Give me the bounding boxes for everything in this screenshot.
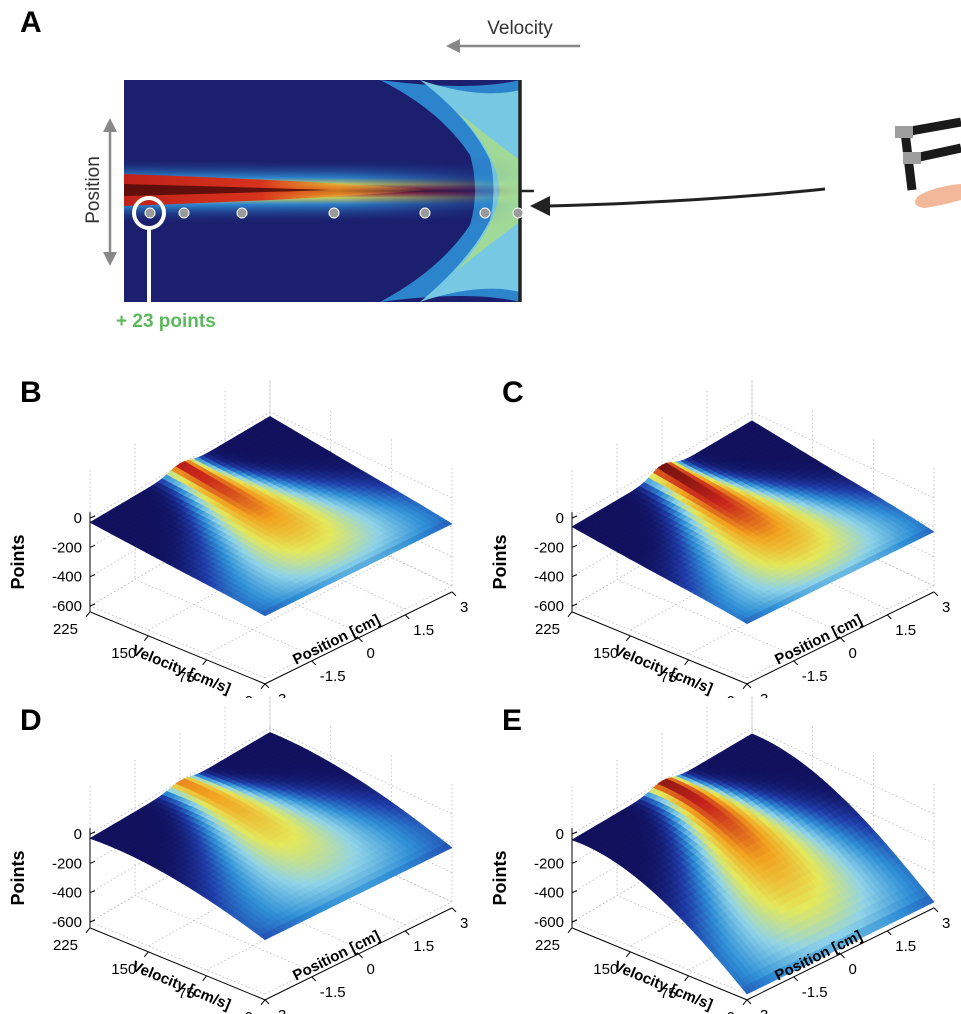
trajectory-point [328,207,340,219]
velocity-axis-label: Velocity [cm/s] [129,958,233,1014]
trajectory-point [479,207,491,219]
trajectory-point [236,207,248,219]
trajectory-point [178,207,190,219]
z-tick-label: -600 [52,598,82,615]
position-tick-label: 3 [460,599,468,616]
velocity-label: Velocity [487,18,553,39]
score-text: + 23 points [116,311,216,332]
velocity-tick-label: 225 [53,621,78,638]
position-tick-label: -3 [755,691,768,698]
position-arrow-head-up [103,118,117,132]
z-axis-label: Points [8,534,28,589]
position-tick-label: -3 [273,1007,286,1014]
surface-cell [259,933,271,941]
velocity-axis-label: Velocity [cm/s] [611,642,715,698]
position-tick-label: 3 [460,915,468,932]
velocity-tick-label: 75 [178,669,195,686]
velocity-axis-label: Velocity [cm/s] [129,642,233,698]
z-tick-label: -200 [534,539,564,556]
position-tick-label: 1.5 [413,622,434,639]
surface-plot-e: 0-200-400-600Points225150750Velocity [cm… [490,694,950,1014]
trajectory-points [144,207,524,219]
z-tick-label: 0 [74,826,82,843]
z-axis-label: Points [490,534,510,589]
position-tick-label: -1.5 [320,984,346,1001]
position-tick-label: -3 [273,691,286,698]
incoming-arrow [547,187,826,208]
trajectory-point [144,207,156,219]
reward-heatmap [124,80,520,302]
surface-plot-b: 0 -200 -400 -600 Points 225 150 75 0 Velocity [cm… [8,378,468,698]
panel-b-label: B [20,376,42,409]
velocity-tick-label: 75 [178,985,195,1002]
panel-d-label: D [20,704,42,737]
position-label: Position [83,156,104,224]
panel-c-label: C [502,376,524,409]
panel-e-label: E [502,704,523,737]
surface-mesh [89,732,453,941]
manipulandum-icon [895,117,961,208]
velocity-tick-label: 0 [727,693,735,698]
z-tick-label: -200 [52,855,82,872]
position-tick-label: -1.5 [802,668,828,685]
position-tick-label: 1.5 [413,938,434,955]
velocity-tick-label: 225 [535,621,560,638]
surface-plot-d: 0 -200 -400 -600 Points 225 150 75 0 Velocity [cm… [8,694,468,1014]
z-tick-label: -400 [52,569,82,586]
velocity-tick-label: 150 [111,645,136,662]
trajectory-point [419,207,431,219]
velocity-tick-label: 0 [245,1009,253,1014]
surface-mesh [89,416,453,617]
velocity-tick-label: 150 [111,961,136,978]
position-tick-label: 0 [849,645,857,662]
position-tick-label: 1.5 [895,622,916,639]
z-tick-label: -200 [52,539,82,556]
position-tick-label: 0 [367,961,375,978]
surface-cell [259,610,271,617]
z-tick-label: -400 [52,885,82,902]
z-tick-label: -400 [534,569,564,586]
velocity-tick-label: 0 [245,693,253,698]
velocity-arrow-head [446,39,460,53]
surface-plot-c: 0 -200 -400 -600 Points 225 150 75 0 Velocity [cm… [490,378,950,698]
z-axis-label: Points [8,850,28,905]
surface-mesh [571,733,935,995]
surface-cell [741,618,753,625]
z-tick-label: -600 [534,598,564,615]
z-tick-label: 0 [74,510,82,527]
incoming-arrow-head [530,196,550,216]
z-tick-label: 0 [556,510,564,527]
position-arrow-head-down [103,252,117,266]
position-tick-label: -1.5 [320,668,346,685]
z-tick-label: -600 [52,914,82,931]
panel-a-figure: Velocity Position [83,18,961,332]
position-tick-label: 3 [942,599,950,616]
velocity-tick-label: 75 [660,669,677,686]
position-tick-label: 0 [367,645,375,662]
velocity-tick-label: 150 [593,645,618,662]
velocity-tick-label: 225 [53,937,78,954]
surface-mesh [571,420,935,625]
trajectory-point [512,207,524,219]
panel-a-label: A [20,6,42,39]
